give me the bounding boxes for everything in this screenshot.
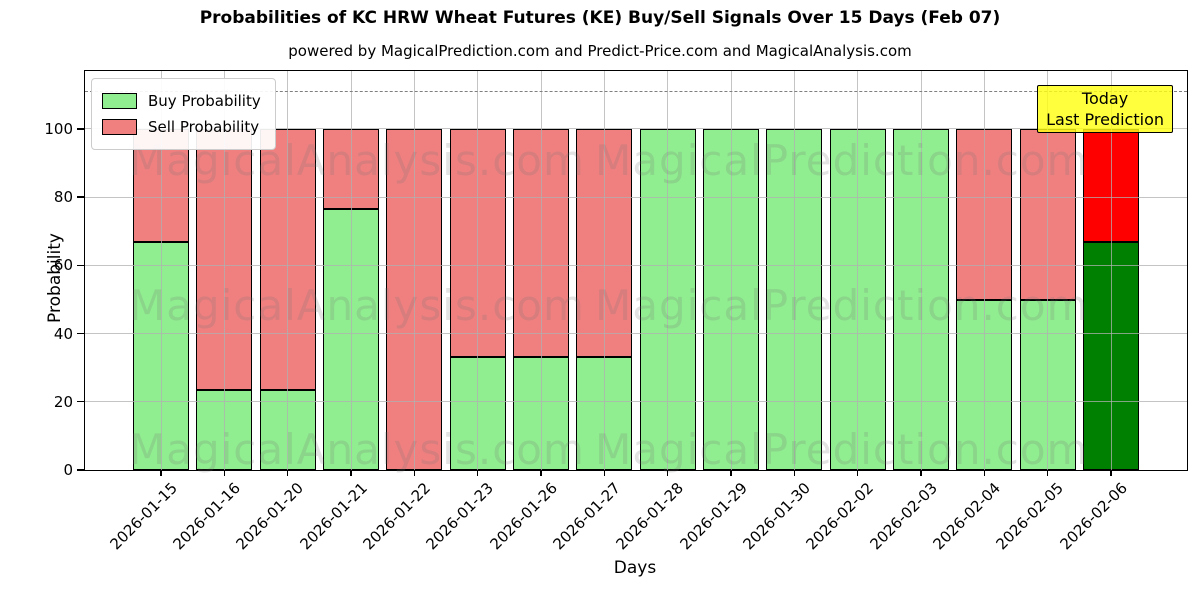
y-tick-mark [77,264,85,267]
x-tick-mark [793,470,796,476]
v-gridline [793,71,795,470]
v-gridline [983,71,985,470]
h-gridline [85,196,1187,198]
v-gridline [350,71,352,470]
x-tick-label: 2026-02-04 [929,479,1005,554]
watermark-text: MagicalPrediction.com [595,136,1089,185]
x-tick-label: 2026-01-30 [739,479,815,554]
y-tick-mark [77,128,85,130]
today-annotation-line1: Today [1081,89,1129,108]
x-tick-mark [350,470,352,476]
x-tick-mark [540,470,542,476]
v-gridline [667,71,669,470]
y-tick-label: 100 [44,119,73,138]
x-tick-label: 2026-01-27 [549,479,625,554]
v-gridline [1047,71,1049,470]
x-tick-mark [476,470,479,476]
x-tick-mark [666,470,669,476]
x-tick-mark [1046,470,1049,476]
legend-item-buy: Buy Probability [102,88,261,114]
x-tick-label: 2026-01-26 [486,479,561,554]
v-gridline [477,71,479,470]
watermark-text: MagicalAnalysis.com [129,425,585,474]
y-tick-label: 0 [63,461,73,479]
x-tick-label: 2026-01-29 [676,479,751,554]
x-tick-mark [603,470,606,476]
today-annotation-line2: Last Prediction [1046,110,1164,129]
x-tick-mark [920,470,922,476]
y-tick-label: 20 [53,392,73,411]
watermark-text: MagicalAnalysis.com [129,281,585,330]
v-gridline [603,71,605,470]
x-tick-label: 2026-01-16 [169,479,245,554]
x-tick-mark [1110,470,1112,476]
x-tick-mark [413,470,416,476]
x-tick-label: 2026-01-21 [296,479,371,554]
legend-label-buy: Buy Probability [148,92,261,110]
h-gridline [85,401,1187,403]
x-tick-mark [223,470,226,476]
h-gridline [85,333,1187,335]
legend-item-sell: Sell Probability [102,114,261,140]
v-gridline [1110,71,1112,470]
watermark-text: MagicalPrediction.com [595,425,1089,474]
v-gridline [223,71,225,470]
v-gridline [413,71,415,470]
x-tick-label: 2026-02-03 [866,479,941,554]
x-tick-label: 2026-02-05 [993,479,1068,554]
buy-swatch-icon [102,93,137,109]
x-tick-label: 2026-02-02 [803,479,878,554]
today-annotation: Today Last Prediction [1037,85,1173,133]
x-tick-mark [983,470,986,476]
y-tick-mark [77,469,85,471]
plot-area: Buy Probability Sell Probability Today L… [44,70,1188,553]
x-axis-title: Days [613,558,657,578]
v-gridline [540,71,542,470]
h-gridline [85,128,1187,130]
x-tick-label: 2026-01-22 [359,479,435,554]
v-gridline [857,71,859,470]
v-gridline [287,71,289,470]
dashed-guide-line [85,91,1187,93]
x-tick-label: 2026-02-06 [1056,479,1131,554]
x-tick-mark [286,470,289,476]
y-tick-mark [77,196,85,198]
chart-subtitle: powered by MagicalPrediction.com and Pre… [288,42,912,60]
y-tick-label: 40 [53,324,73,343]
y-tick-mark [77,401,85,403]
chart-title: Probabilities of KC HRW Wheat Futures (K… [199,8,1001,28]
x-tick-label: 2026-01-20 [233,479,308,554]
h-gridline [85,264,1187,266]
x-tick-label: 2026-01-15 [106,479,181,554]
x-tick-mark [730,470,732,476]
x-tick-mark [160,470,162,476]
y-tick-label: 80 [53,188,73,207]
y-axis-title: Probability [44,233,65,323]
y-tick-label: 60 [53,256,73,275]
legend: Buy Probability Sell Probability [91,78,276,150]
v-gridline [730,71,732,470]
x-tick-label: 2026-01-28 [613,479,688,554]
sell-swatch-icon [102,119,137,135]
v-gridline [160,71,162,470]
y-tick-mark [77,332,85,335]
legend-label-sell: Sell Probability [148,118,260,136]
v-gridline [920,71,922,470]
x-tick-label: 2026-01-23 [423,479,498,554]
watermark-text: MagicalPrediction.com [595,281,1089,330]
x-tick-mark [856,470,859,476]
